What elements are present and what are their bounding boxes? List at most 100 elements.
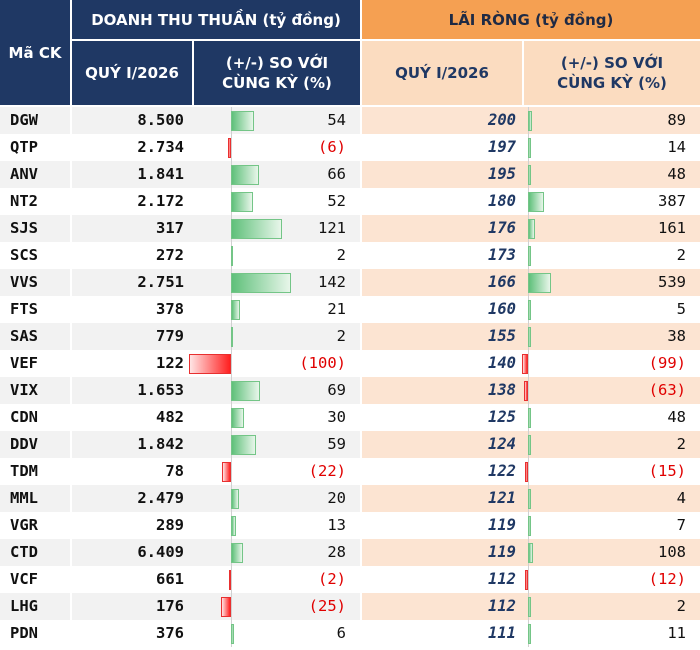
row-background <box>0 269 360 296</box>
revenue-change-value: 59 <box>327 435 346 453</box>
row-background <box>0 566 360 593</box>
profit-change-bar <box>528 489 531 509</box>
row-background <box>362 161 700 188</box>
revenue-value: 378 <box>156 300 184 318</box>
revenue-value: 2.734 <box>137 138 184 156</box>
profit-bar-axis <box>528 458 529 485</box>
profit-value: 176 <box>488 219 516 237</box>
profit-change-value: 2 <box>676 597 686 615</box>
profit-value: 112 <box>488 570 516 588</box>
profit-value: 125 <box>488 408 516 426</box>
row-background <box>362 296 700 323</box>
table-row: NT2 2.172 52 180 387 <box>0 188 700 215</box>
table-row: SCS 272 2 173 2 <box>0 242 700 269</box>
table-body: DGW 8.500 54 200 89 QTP 2.734 (6) 197 14 ANV 1.841 6… <box>0 107 700 647</box>
revenue-bar-axis <box>231 134 232 161</box>
revenue-change-value: (100) <box>299 354 346 372</box>
revenue-value: 317 <box>156 219 184 237</box>
row-background <box>0 485 360 512</box>
row-background <box>0 323 360 350</box>
revenue-change-value: 20 <box>327 489 346 507</box>
profit-value: 197 <box>488 138 516 156</box>
table-row: LHG 176 (25) 112 2 <box>0 593 700 620</box>
revenue-change-bar <box>231 111 254 131</box>
revenue-value: 376 <box>156 624 184 642</box>
revenue-change-bar <box>231 165 259 185</box>
row-background <box>362 404 700 431</box>
row-background <box>0 107 360 134</box>
row-background <box>362 350 700 377</box>
profit-value: 180 <box>488 192 516 210</box>
revenue-bar-axis <box>231 566 232 593</box>
profit-change-bar <box>525 570 528 590</box>
revenue-change-value: 69 <box>327 381 346 399</box>
stock-code: CTD <box>10 543 38 561</box>
revenue-change-value: 21 <box>327 300 346 318</box>
profit-change-value: 48 <box>667 165 686 183</box>
revenue-change-bar <box>231 246 233 266</box>
revenue-change-bar <box>231 192 253 212</box>
revenue-change-bar <box>231 435 256 455</box>
profit-change-bar <box>528 111 532 131</box>
row-background <box>362 134 700 161</box>
revenue-value: 176 <box>156 597 184 615</box>
profit-value: 112 <box>488 597 516 615</box>
table-row: VIX 1.653 69 138 (63) <box>0 377 700 404</box>
profit-change-bar <box>528 543 533 563</box>
revenue-change-value: 6 <box>336 624 346 642</box>
revenue-value: 482 <box>156 408 184 426</box>
profit-change-value: (12) <box>648 570 686 588</box>
profit-change-value: 4 <box>676 489 686 507</box>
row-background <box>362 566 700 593</box>
profit-change-value: 48 <box>667 408 686 426</box>
table-row: MML 2.479 20 121 4 <box>0 485 700 512</box>
revenue-change-bar <box>231 381 260 401</box>
stock-code: VGR <box>10 516 38 534</box>
profit-change-value: 161 <box>658 219 686 237</box>
profit-change-bar <box>528 516 531 536</box>
stock-code: ANV <box>10 165 38 183</box>
row-background <box>0 188 360 215</box>
revenue-value: 779 <box>156 327 184 345</box>
stock-code: CDN <box>10 408 38 426</box>
revenue-change-value: 142 <box>318 273 346 291</box>
stock-code: SJS <box>10 219 38 237</box>
profit-change-bar <box>524 381 528 401</box>
profit-value: 160 <box>488 300 516 318</box>
revenue-change-value: 2 <box>336 246 346 264</box>
profit-change-bar <box>528 327 531 347</box>
row-background <box>362 620 700 647</box>
table-row: PDN 376 6 111 11 <box>0 620 700 647</box>
row-background <box>0 458 360 485</box>
profit-change-bar <box>528 138 531 158</box>
row-background <box>0 512 360 539</box>
revenue-change-bar <box>221 462 231 482</box>
revenue-value: 1.842 <box>137 435 184 453</box>
revenue-change-value: 52 <box>327 192 346 210</box>
table-row: VCF 661 (2) 112 (12) <box>0 566 700 593</box>
profit-change-value: 539 <box>658 273 686 291</box>
profit-change-bar <box>528 192 545 212</box>
profit-change-value: 2 <box>676 435 686 453</box>
revenue-change-bar <box>231 408 244 428</box>
revenue-change-bar <box>231 219 282 239</box>
profit-change-bar <box>528 246 531 266</box>
profit-value: 111 <box>488 624 516 642</box>
row-background <box>0 404 360 431</box>
revenue-value: 1.653 <box>137 381 184 399</box>
revenue-value: 661 <box>156 570 184 588</box>
revenue-value: 6.409 <box>137 543 184 561</box>
stock-code: MML <box>10 489 38 507</box>
revenue-value: 78 <box>165 462 184 480</box>
profit-change-bar <box>528 408 531 428</box>
revenue-bar-axis <box>231 350 232 377</box>
stock-code: SAS <box>10 327 38 345</box>
revenue-change-bar <box>231 516 237 536</box>
stock-code: LHG <box>10 597 38 615</box>
row-background <box>362 377 700 404</box>
revenue-change-bar <box>228 138 231 158</box>
revenue-change-value: 28 <box>327 543 346 561</box>
revenue-change-bar <box>231 273 291 293</box>
table-row: FTS 378 21 160 5 <box>0 296 700 323</box>
